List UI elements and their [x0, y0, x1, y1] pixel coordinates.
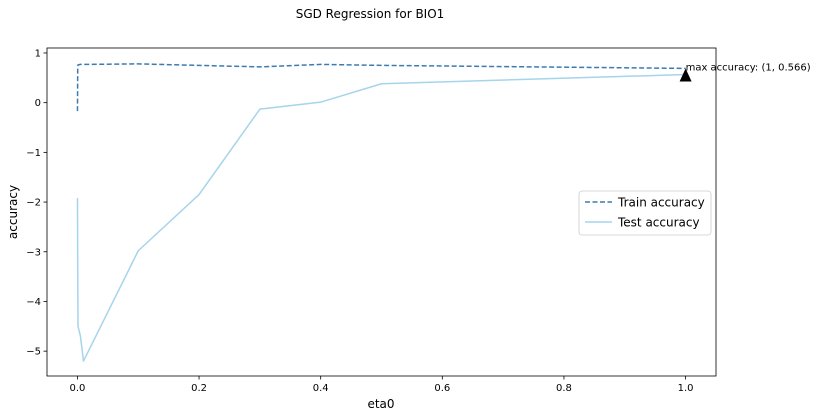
y-tick-label: 0 — [35, 98, 41, 109]
max-accuracy-marker — [679, 68, 692, 82]
y-tick-label: 1 — [35, 48, 41, 59]
x-ticks: 0.0 0.2 0.4 0.6 0.8 1.0 — [69, 376, 694, 394]
max-accuracy-annotation: max accuracy: (1, 0.566) — [686, 63, 811, 74]
series-layer — [76, 63, 686, 362]
legend-label-test: Test accuracy — [617, 216, 700, 230]
y-ticks: 1 0 −1 −2 −3 −4 −5 — [26, 48, 47, 358]
legend: Train accuracy Test accuracy — [578, 190, 712, 236]
legend-label-train: Train accuracy — [617, 196, 705, 210]
chart-title: SGD Regression for BIO1 — [296, 7, 445, 21]
x-tick-label: 0.2 — [191, 383, 207, 394]
y-axis-label: accuracy — [6, 185, 20, 239]
y-tick-label: −4 — [26, 297, 41, 308]
series-line-train — [76, 63, 686, 112]
x-tick-label: 0.4 — [313, 383, 329, 394]
y-tick-label: −3 — [26, 247, 41, 258]
x-axis-label: eta0 — [367, 397, 394, 411]
x-tick-label: 0.8 — [556, 383, 572, 394]
x-tick-label: 1.0 — [678, 383, 694, 394]
x-tick-label: 0.0 — [69, 383, 85, 394]
y-tick-label: −2 — [26, 198, 41, 209]
x-tick-label: 0.6 — [434, 383, 450, 394]
annotation-layer: max accuracy: (1, 0.566) — [679, 63, 811, 82]
y-tick-label: −5 — [26, 347, 41, 358]
y-tick-label: −1 — [26, 148, 41, 159]
series-line-test — [76, 73, 686, 362]
